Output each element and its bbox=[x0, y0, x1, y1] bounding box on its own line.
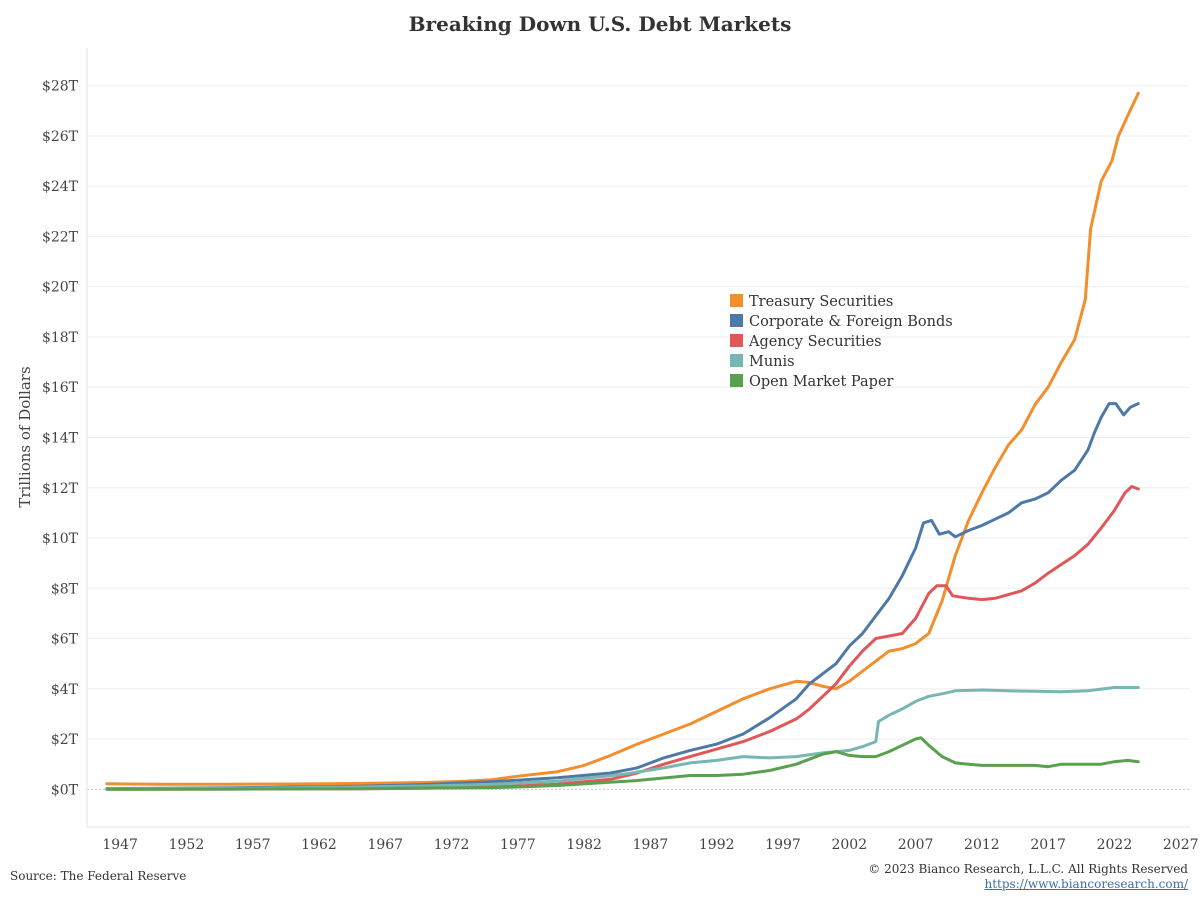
source-note: Source: The Federal Reserve bbox=[10, 869, 187, 883]
x-tick-label: 1952 bbox=[169, 837, 205, 853]
y-tick-label: $4T bbox=[51, 682, 79, 698]
x-tick-label: 1977 bbox=[500, 837, 536, 853]
x-tick-label: 1972 bbox=[434, 837, 470, 853]
legend-swatch bbox=[730, 314, 743, 327]
x-tick-label: 2002 bbox=[831, 837, 867, 853]
legend-label: Agency Securities bbox=[748, 334, 882, 350]
website-link[interactable]: https://www.biancoresearch.com/ bbox=[984, 877, 1188, 891]
legend-label: Munis bbox=[749, 354, 795, 370]
chart-title: Breaking Down U.S. Debt Markets bbox=[408, 12, 792, 36]
series-line-agency-securities bbox=[105, 485, 1140, 791]
y-tick-label: $24T bbox=[42, 179, 79, 195]
y-tick-label: $2T bbox=[51, 732, 79, 748]
legend-label: Open Market Paper bbox=[749, 374, 894, 390]
y-tick-label: $12T bbox=[42, 481, 79, 497]
y-tick-label: $22T bbox=[42, 229, 79, 245]
y-tick-label: $6T bbox=[51, 632, 79, 648]
y-tick-label: $18T bbox=[42, 330, 79, 346]
x-tick-label: 1962 bbox=[301, 837, 337, 853]
x-tick-label: 1957 bbox=[235, 837, 271, 853]
y-tick-label: $16T bbox=[42, 380, 79, 396]
x-tick-label: 1987 bbox=[633, 837, 669, 853]
y-tick-label: $10T bbox=[42, 531, 79, 547]
copyright-notice: © 2023 Bianco Research, L.L.C. All Right… bbox=[868, 862, 1188, 876]
x-tick-label: 1997 bbox=[765, 837, 801, 853]
legend: Treasury Securities Corporate & Foreign B… bbox=[730, 294, 953, 390]
series-line-open-market-paper bbox=[105, 736, 1140, 791]
series-line-corporate-foreign-bonds bbox=[105, 402, 1140, 791]
legend-swatch bbox=[730, 294, 743, 307]
x-tick-label: 2027 bbox=[1163, 837, 1199, 853]
y-tick-label: $0T bbox=[51, 782, 79, 798]
legend-swatch bbox=[730, 354, 743, 367]
legend-swatch bbox=[730, 334, 743, 347]
series-lines bbox=[105, 91, 1140, 791]
legend-swatch bbox=[730, 374, 743, 387]
y-axis-label: Trillions of Dollars bbox=[16, 366, 34, 507]
series-line-treasury-securities bbox=[105, 91, 1140, 786]
x-tick-label: 1992 bbox=[699, 837, 735, 853]
y-tick-label: $14T bbox=[42, 431, 79, 447]
x-tick-label: 2017 bbox=[1030, 837, 1066, 853]
y-tick-label: $28T bbox=[42, 79, 79, 95]
series-line-munis bbox=[105, 686, 1140, 791]
legend-label: Corporate & Foreign Bonds bbox=[749, 314, 953, 330]
x-tick-label: 2007 bbox=[898, 837, 934, 853]
x-tick-label: 2012 bbox=[964, 837, 1000, 853]
x-tick-label: 1982 bbox=[566, 837, 602, 853]
axes: $0T $2T $4T $6T $8T $10T $12T $14T $16T $18T $20T $… bbox=[42, 48, 1199, 853]
y-tick-label: $26T bbox=[42, 129, 79, 145]
legend-label: Treasury Securities bbox=[749, 294, 893, 310]
x-tick-label: 1967 bbox=[367, 837, 403, 853]
x-tick-label: 1947 bbox=[102, 837, 138, 853]
y-tick-label: $20T bbox=[42, 280, 79, 296]
x-tick-label: 2022 bbox=[1097, 837, 1133, 853]
y-tick-label: $8T bbox=[51, 581, 79, 597]
gridlines bbox=[87, 85, 1190, 790]
